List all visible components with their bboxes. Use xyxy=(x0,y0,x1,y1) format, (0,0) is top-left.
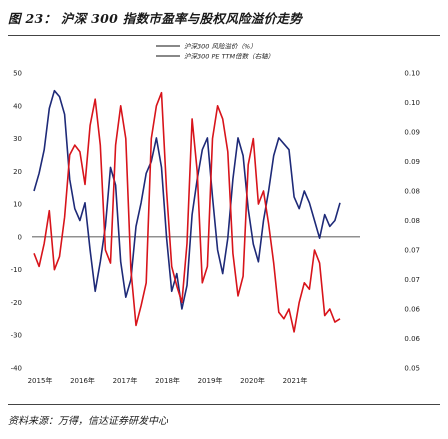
figure-header: 图 23： 沪深 300 指数市盈率与股权风险溢价走势 xyxy=(8,8,440,36)
left-tick-label: 50 xyxy=(13,70,22,78)
right-tick-label: 0.09 xyxy=(404,158,420,166)
x-tick-label: 2020年 xyxy=(240,376,265,385)
right-tick-label: 0.09 xyxy=(404,129,420,137)
right-tick-label: 0.06 xyxy=(404,335,420,343)
left-tick-label: 20 xyxy=(13,168,22,176)
left-tick-label: 30 xyxy=(13,135,22,143)
x-tick-label: 2019年 xyxy=(198,376,223,385)
legend: 沪深300 风险溢价（%） 沪深300 PE TTM倍数（右轴） xyxy=(156,42,274,60)
figure-title: 图 23： 沪深 300 指数市盈率与股权风险溢价走势 xyxy=(8,11,302,26)
right-tick-label: 0.10 xyxy=(404,70,420,78)
header-rule xyxy=(8,35,440,36)
x-tick-label: 2021年 xyxy=(283,376,308,385)
right-axis: 0.10 0.10 0.09 0.09 0.08 0.08 0.07 0.07 0.06 0.06… xyxy=(404,70,420,373)
series-group xyxy=(33,89,341,333)
left-tick-label: -10 xyxy=(11,266,22,274)
right-tick-label: 0.06 xyxy=(404,306,420,314)
x-tick-label: 2017年 xyxy=(113,376,138,385)
x-tick-label: 2016年 xyxy=(70,376,95,385)
footer-rule xyxy=(8,404,440,405)
chart: 50 40 30 20 10 0 -10 -20 -30 -40 0.10 0.10 0.09 0.09… xyxy=(11,42,421,385)
legend-label: 沪深300 风险溢价（%） xyxy=(184,42,257,50)
right-tick-label: 0.10 xyxy=(404,99,420,107)
left-tick-label: -40 xyxy=(11,365,22,373)
left-axis: 50 40 30 20 10 0 -10 -20 -30 -40 xyxy=(11,70,22,373)
left-tick-label: 40 xyxy=(13,102,22,110)
x-tick-label: 2015年 xyxy=(28,376,53,385)
right-tick-label: 0.08 xyxy=(404,188,420,196)
left-tick-label: 10 xyxy=(13,201,22,209)
series-line xyxy=(33,89,341,310)
x-tick-label: 2018年 xyxy=(155,376,180,385)
left-tick-label: -20 xyxy=(11,299,22,307)
series-line xyxy=(33,91,341,333)
right-tick-label: 0.07 xyxy=(404,276,420,284)
right-tick-label: 0.05 xyxy=(404,365,420,373)
source-note: 资料来源：万得，信达证券研发中心 xyxy=(8,416,168,427)
x-axis: 2015年 2016年 2017年 2018年 2019年 2020年 2021年 xyxy=(28,376,308,385)
left-tick-label: 0 xyxy=(18,233,22,241)
left-tick-label: -30 xyxy=(11,332,22,340)
legend-label: 沪深300 PE TTM倍数（右轴） xyxy=(184,52,274,60)
right-tick-label: 0.07 xyxy=(404,247,420,255)
right-tick-label: 0.08 xyxy=(404,217,420,225)
